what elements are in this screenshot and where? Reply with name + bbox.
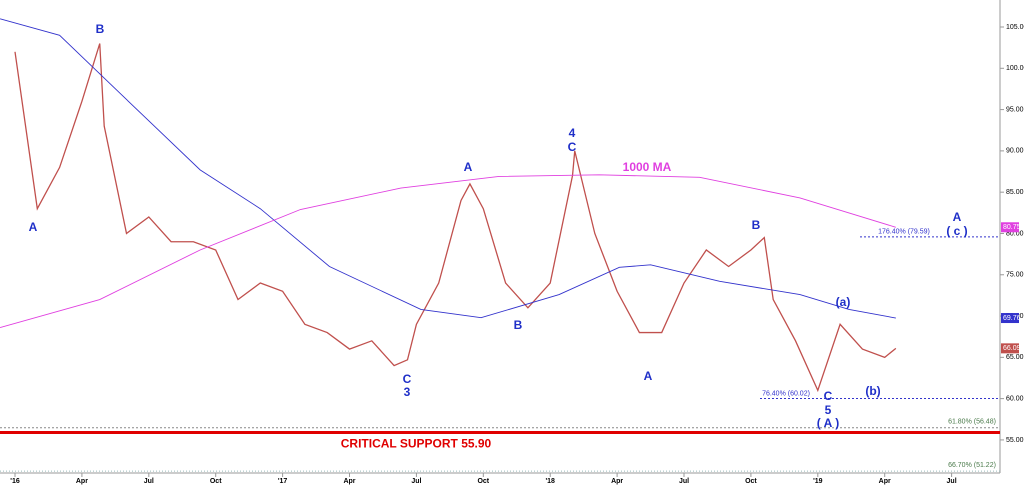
last-value-label: 69.76	[1003, 315, 1021, 322]
series-line	[14, 43, 897, 393]
level-label: 66.70% (51.22)	[948, 462, 996, 469]
x-tick-label: Jul	[947, 478, 957, 485]
wave-label: B	[752, 218, 761, 232]
level-label: 76.40% (60.02)	[762, 390, 810, 397]
x-tick-label: Apr	[879, 478, 891, 485]
wave-label: ( c )	[946, 224, 967, 238]
y-tick-label: 65.00	[1006, 354, 1024, 361]
wave-label: C	[403, 372, 412, 386]
x-tick-label: '17	[278, 478, 288, 485]
wave-label: (b)	[865, 384, 880, 398]
wave-label: 5	[825, 403, 832, 417]
x-tick-label: Apr	[343, 478, 355, 485]
x-tick-label: Oct	[745, 478, 757, 485]
wave-label: C	[568, 140, 577, 154]
y-tick-label: 100.00	[1006, 65, 1024, 72]
x-tick-label: '16	[10, 478, 20, 485]
series-line	[0, 18, 896, 319]
y-tick-label: 105.00	[1006, 24, 1024, 31]
wave-label: (a)	[836, 295, 851, 309]
wave-label: A	[29, 220, 38, 234]
wave-label: A	[644, 369, 653, 383]
y-tick-label: 80.00	[1006, 230, 1024, 237]
last-value-label: 80.75	[1003, 224, 1021, 231]
x-tick-label: Oct	[477, 478, 489, 485]
level-label: 61.80% (56.48)	[948, 419, 996, 426]
level-label: 176.40% (79.59)	[878, 229, 930, 236]
x-tick-label: Apr	[76, 478, 88, 485]
last-value-box	[1001, 343, 1019, 354]
wave-label: C	[824, 389, 833, 403]
wave-label: 4	[569, 126, 576, 140]
critical-label: CRITICAL SUPPORT 55.90	[341, 437, 492, 451]
y-tick-label: 55.00	[1006, 437, 1024, 444]
wave-label: 3	[404, 385, 411, 399]
series-label: 1000 MA	[623, 160, 672, 174]
x-tick-label: Oct	[210, 478, 222, 485]
x-tick-label: Apr	[611, 478, 623, 485]
x-tick-label: '18	[545, 478, 555, 485]
x-tick-label: Jul	[144, 478, 154, 485]
y-tick-label: 60.00	[1006, 395, 1024, 402]
wave-label: B	[514, 318, 523, 332]
y-tick-label: 75.00	[1006, 272, 1024, 279]
y-tick-label: 85.00	[1006, 189, 1024, 196]
wave-label: A	[953, 210, 962, 224]
x-tick-label: '19	[813, 478, 823, 485]
wave-label: A	[464, 160, 473, 174]
last-value-box	[1001, 222, 1019, 233]
wave-label: ( A )	[817, 416, 839, 430]
x-tick-label: Jul	[411, 478, 421, 485]
series-line	[0, 174, 896, 329]
last-value-label: 66.09	[1003, 345, 1021, 352]
y-tick-label: 95.00	[1006, 106, 1024, 113]
y-tick-label: 90.00	[1006, 148, 1024, 155]
x-tick-label: Jul	[679, 478, 689, 485]
wave-label: B	[96, 22, 105, 36]
last-value-box	[1001, 313, 1019, 324]
